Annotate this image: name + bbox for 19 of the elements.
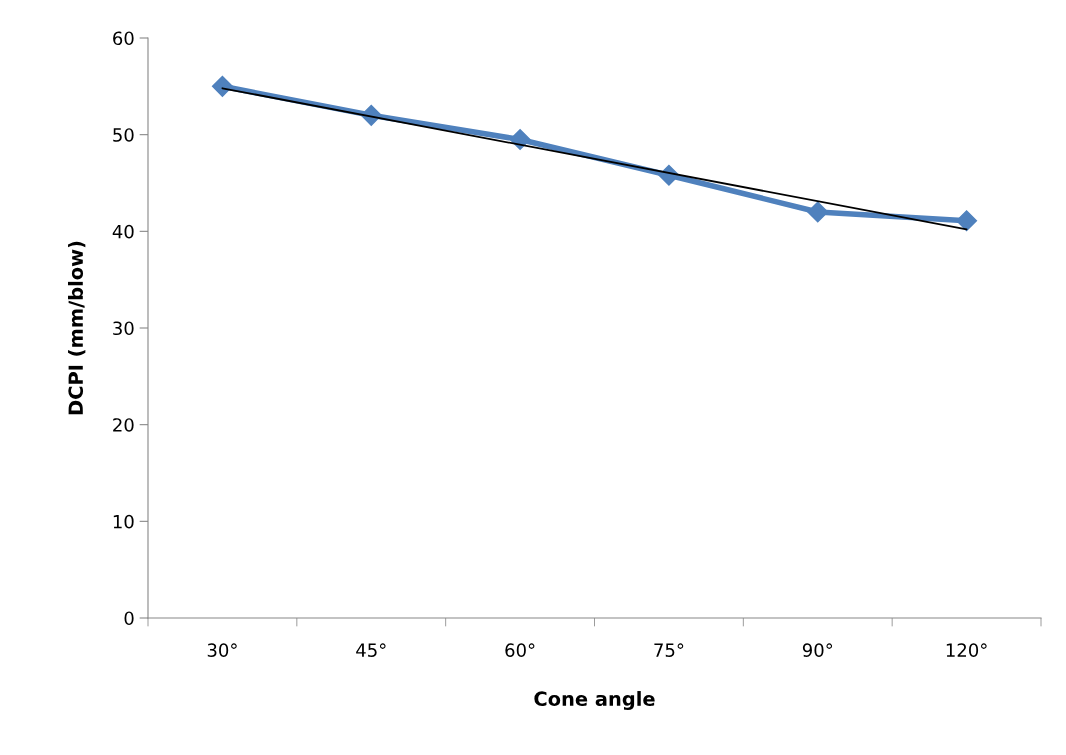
- x-tick-label: 90°: [802, 643, 833, 657]
- x-tick-label: 60°: [505, 643, 535, 657]
- point: [807, 201, 829, 223]
- y-tick-label: 20: [113, 418, 134, 432]
- y-tick-label: 50: [113, 128, 134, 142]
- y-tick-label: 30: [113, 321, 134, 336]
- x-axis-title: Cone angle: [534, 691, 655, 710]
- x-tick-label: 45°: [356, 643, 386, 657]
- x-tick-label: 120°: [946, 643, 987, 657]
- point: [509, 128, 531, 151]
- point: [211, 75, 233, 97]
- x-tick-label: 75°: [654, 643, 684, 657]
- y-tick-label: 10: [113, 514, 134, 529]
- y-tick-label: 0: [124, 611, 134, 626]
- y-tick-label: 60: [113, 31, 134, 46]
- y-tick-label: 40: [112, 224, 134, 239]
- y-axis-title: DCPI (mm/blow): [68, 241, 86, 415]
- point: [956, 210, 978, 232]
- x-tick-label: 30°: [207, 643, 237, 657]
